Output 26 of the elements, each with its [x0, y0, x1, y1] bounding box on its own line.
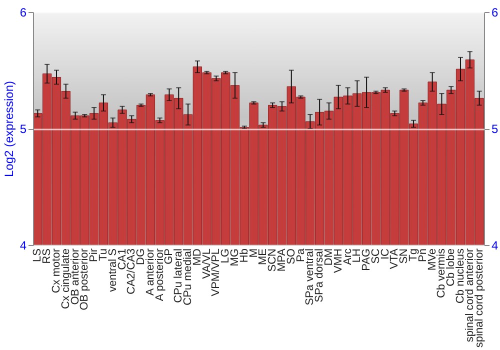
- x-tick-label: M: [248, 248, 260, 258]
- x-tick-label: SO: [285, 248, 298, 264]
- x-tick-label: SN: [398, 248, 410, 264]
- x-tick-label: Hb: [238, 248, 250, 263]
- x-tick-label: SC: [370, 248, 382, 264]
- x-tick-label: IC: [379, 248, 392, 260]
- y-tick-label: 6: [20, 6, 27, 20]
- x-tick-label: Cb lobe: [445, 248, 458, 286]
- x-tick-label: VMH: [332, 248, 344, 273]
- x-tick-label: MVe: [426, 248, 438, 271]
- x-tick-label: OB posterior: [78, 248, 91, 310]
- y2-tick-label: 5: [492, 122, 498, 136]
- y-tick-label: 5: [20, 122, 27, 136]
- x-tick-label: Pa: [294, 248, 307, 262]
- y2-tick-label: 6: [492, 6, 498, 20]
- x-tick-label: spinal cord posterior: [473, 248, 486, 348]
- y-axis-title: Log2 (expression): [2, 80, 16, 178]
- x-tick-label: Cx cingulate: [60, 248, 72, 310]
- x-tick-label: GP: [163, 248, 176, 264]
- x-tick-label: A posterior: [154, 248, 166, 302]
- y-tick-label: 4: [20, 238, 27, 252]
- y2-tick-label: 4: [492, 238, 498, 252]
- x-tick-label: ventral S: [106, 248, 119, 292]
- x-tick-label: Arc: [342, 248, 354, 265]
- x-tick-label: OB anterior: [69, 248, 82, 305]
- x-tick-label: Tg: [408, 248, 420, 262]
